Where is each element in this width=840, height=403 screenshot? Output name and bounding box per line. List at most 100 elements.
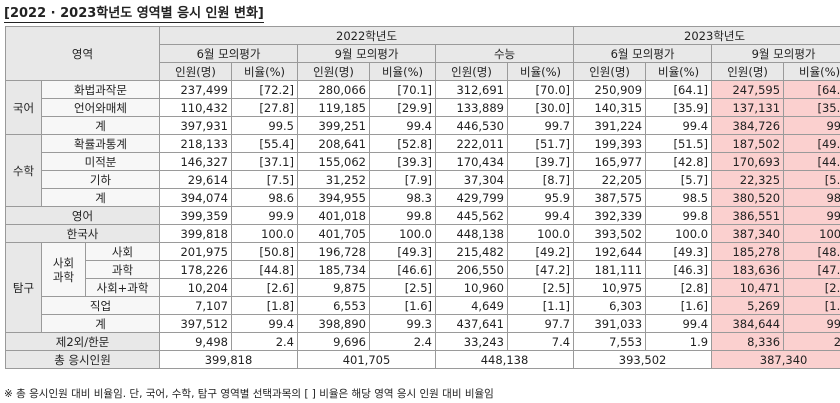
count-cell: 10,471: [711, 278, 785, 297]
ratio-cell: [47.7]: [783, 260, 840, 279]
count-cell: 185,278: [711, 242, 785, 261]
table-row: 영어 399,359 99.9 401,018 99.8 445,562 99.4 392,…: [5, 206, 840, 225]
table-row: 한국사 399,818 100.0 401,705 100.0 448,138 100.0…: [5, 224, 840, 243]
ratio-cell: 99.7: [506, 116, 575, 135]
ratio-cell: 100.0: [369, 224, 436, 243]
ratio-cell: [44.9]: [783, 152, 840, 171]
ratio-cell: 99.4: [645, 116, 713, 135]
count-cell: 237,499: [159, 80, 232, 99]
category-english: 영어: [5, 206, 160, 225]
count-cell: 398,890: [297, 314, 370, 333]
ratio-cell: [64.1]: [645, 80, 713, 99]
count-cell: 133,889: [435, 98, 508, 117]
ratio-cell: 97.7: [506, 314, 575, 333]
table-row: 언어와매체 110,432 [27.8] 119,185 [29.9] 133,889[…: [6, 98, 840, 117]
ratio-cell: [37.1]: [231, 152, 298, 171]
header-count: 인원(명): [573, 62, 647, 81]
count-cell: 394,074: [159, 188, 232, 207]
subcategory-label: 과학: [85, 260, 160, 279]
count-cell: 392,339: [573, 206, 647, 225]
count-cell: 185,734: [297, 260, 370, 279]
count-cell: 384,726: [711, 116, 785, 135]
ratio-cell: 2.2: [783, 332, 840, 351]
count-cell: 393,502: [573, 224, 647, 243]
ratio-cell: 100.0: [231, 224, 298, 243]
ratio-cell: [1.8]: [231, 296, 298, 315]
table-row: 탐구 사회 과학 사회 201,975 [50.8] 196,728 [49.3] 21…: [5, 242, 840, 333]
ratio-cell: [2.6]: [231, 278, 298, 297]
ratio-cell: 99.3: [783, 116, 840, 135]
ratio-cell: [1.6]: [369, 296, 436, 315]
ratio-cell: [39.3]: [369, 152, 436, 171]
ratio-cell: [47.2]: [506, 260, 575, 279]
count-cell: 384,644: [711, 314, 785, 333]
count-cell: 208,641: [297, 134, 370, 153]
ratio-cell: 99.3: [369, 314, 436, 333]
count-cell: 183,636: [711, 260, 785, 279]
ratio-cell: 99.4: [369, 116, 436, 135]
count-cell: 178,226: [159, 260, 232, 279]
ratio-cell: [49.2]: [506, 242, 575, 261]
header-ratio: 비율(%): [231, 62, 298, 81]
count-cell: 9,875: [297, 278, 370, 297]
count-cell: 218,133: [159, 134, 232, 153]
ratio-cell: 98.2: [783, 188, 840, 207]
ratio-cell: [1.1]: [506, 296, 575, 315]
ratio-cell: 100.0: [783, 224, 840, 243]
count-cell: 399,359: [159, 206, 232, 225]
ratio-cell: 99.3: [783, 314, 840, 333]
table-row: 직업 7,107 [1.8] 6,553 [1.6] 4,649 [1.1] 6,303 [1…: [6, 296, 840, 315]
subcategory-label: 화법과작문: [41, 80, 160, 99]
count-cell: 215,482: [435, 242, 508, 261]
ratio-cell: 99.8: [645, 206, 713, 225]
count-cell: 397,512: [159, 314, 232, 333]
ratio-cell: [27.8]: [231, 98, 298, 117]
ratio-cell: 99.4: [506, 206, 575, 225]
count-cell: 137,131: [711, 98, 785, 117]
ratio-cell: [2.5]: [369, 278, 436, 297]
count-cell: 119,185: [297, 98, 370, 117]
subcategory-label: 직업: [41, 296, 160, 315]
table-row: 사회+과학 10,204 [2.6] 9,875 [2.5] 10,960 [2.5] 10…: [6, 278, 840, 297]
header-2023: 2023학년도: [573, 26, 840, 45]
count-cell: 146,327: [159, 152, 232, 171]
ratio-cell: [70.0]: [506, 80, 575, 99]
count-cell: 380,520: [711, 188, 785, 207]
count-cell: 399,251: [297, 116, 370, 135]
table-row: 계 397,931 99.5 399,251 99.4 446,530 99.7 391,2…: [6, 116, 840, 135]
total-cell: 387,340: [711, 350, 840, 369]
count-cell: 170,434: [435, 152, 508, 171]
header-ratio: 비율(%): [506, 62, 575, 81]
count-cell: 399,818: [159, 224, 232, 243]
count-cell: 201,975: [159, 242, 232, 261]
header-area: 영역: [5, 26, 160, 81]
count-cell: 448,138: [435, 224, 508, 243]
applicants-table: 영역 2022학년도 2023학년도 6월 모의평가 9월 모의평가 수능 6월…: [5, 26, 840, 369]
total-cell: 401,705: [297, 350, 436, 369]
count-cell: 397,931: [159, 116, 232, 135]
subcategory-label: 계: [41, 188, 160, 207]
ratio-cell: 99.8: [369, 206, 436, 225]
ratio-cell: 98.5: [645, 188, 713, 207]
ratio-cell: [1.6]: [645, 296, 713, 315]
total-cell: 399,818: [159, 350, 298, 369]
table-row: 수학 확률과통계 218,133 [55.4] 208,641 [52.8] 222,0…: [5, 134, 840, 207]
ratio-cell: [5.7]: [645, 170, 713, 189]
category-korean: 국어: [5, 80, 42, 135]
header-2022: 2022학년도: [158, 26, 575, 45]
subcategory-label: 미적분: [41, 152, 160, 171]
ratio-cell: 98.3: [369, 188, 436, 207]
ratio-cell: 2.4: [231, 332, 298, 351]
ratio-cell: [64.4]: [783, 80, 840, 99]
count-cell: 387,575: [573, 188, 647, 207]
count-cell: 401,018: [297, 206, 370, 225]
ratio-cell: 99.5: [231, 116, 298, 135]
ratio-cell: [50.8]: [231, 242, 298, 261]
count-cell: 391,224: [573, 116, 647, 135]
ratio-cell: 99.4: [645, 314, 713, 333]
header-ratio: 비율(%): [645, 62, 713, 81]
count-cell: 155,062: [297, 152, 370, 171]
count-cell: 7,553: [573, 332, 647, 351]
ratio-cell: [2.5]: [506, 278, 575, 297]
ratio-cell: [46.3]: [645, 260, 713, 279]
